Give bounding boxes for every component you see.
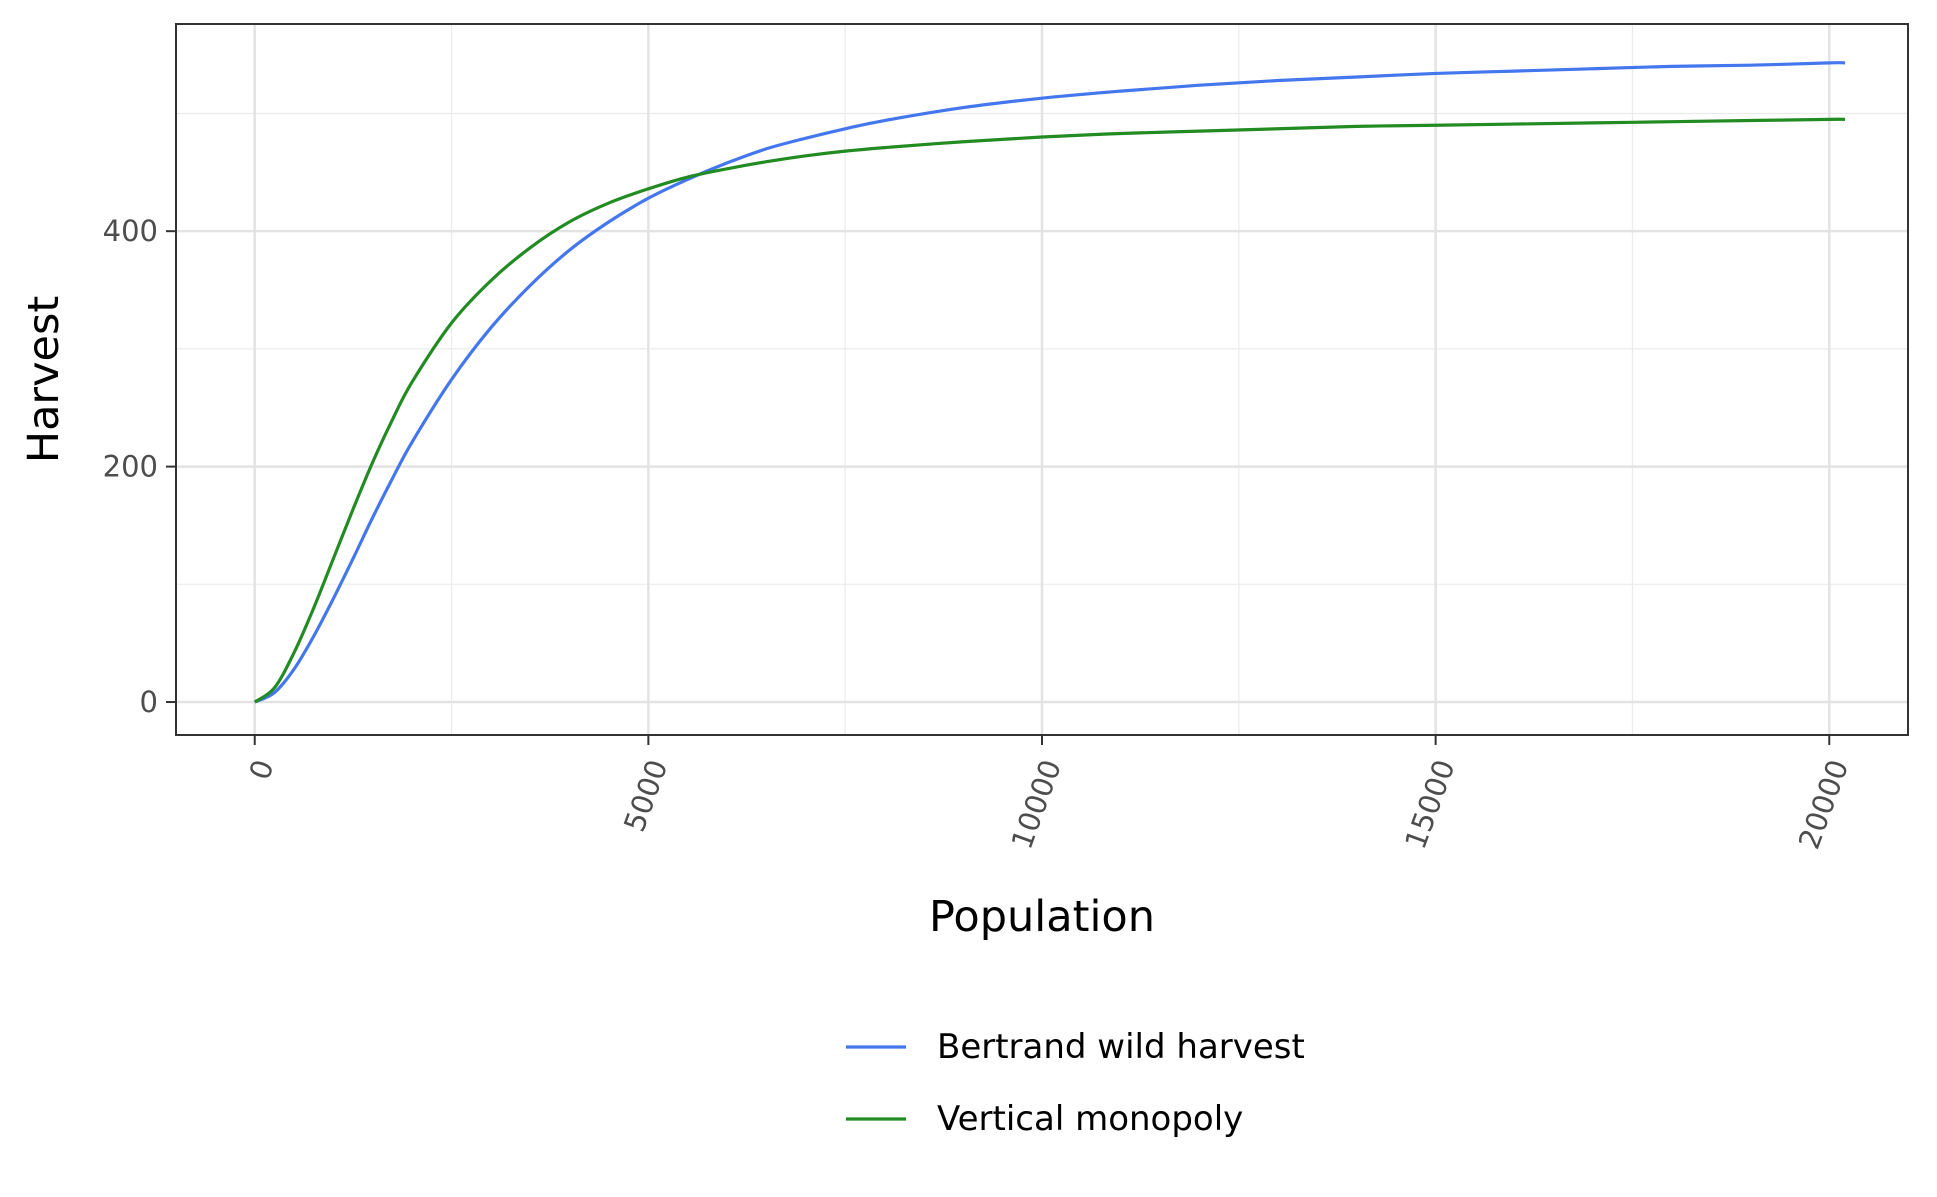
gridlines: [176, 24, 1908, 735]
y-axis-title: Harvest: [19, 296, 69, 464]
x-tick-label: 15000: [1398, 755, 1462, 853]
series-line-1: [254, 61, 1846, 704]
legend-label-1: Bertrand wild harvest: [937, 1027, 1305, 1067]
legend-label-2: Vertical monopoly: [937, 1099, 1243, 1139]
x-tick-labels: 0 5000 10000 15000 20000: [242, 755, 1855, 853]
series-line-2: [253, 117, 1846, 704]
legend: Bertrand wild harvest Vertical monopoly: [846, 1027, 1305, 1139]
series-lines: [253, 61, 1846, 704]
x-tick-label: 20000: [1792, 755, 1856, 853]
y-tick-label: 0: [140, 685, 158, 719]
y-tick-label: 200: [103, 450, 158, 484]
x-tick-label: 5000: [617, 755, 674, 836]
x-tick-label: 0: [242, 755, 280, 784]
y-tick-labels: 0 200 400: [103, 214, 158, 719]
y-tick-label: 400: [103, 214, 158, 248]
x-tick-label: 10000: [1004, 755, 1068, 853]
axis-ticks: [166, 230, 1831, 745]
x-axis-title: Population: [929, 892, 1155, 942]
